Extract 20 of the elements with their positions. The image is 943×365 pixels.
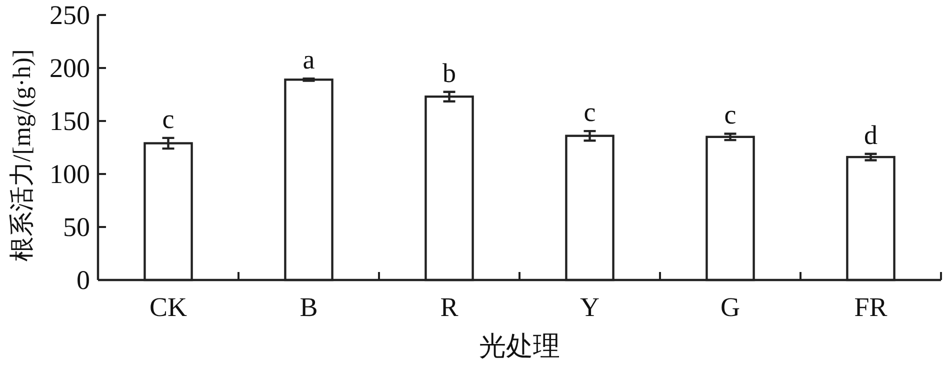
y-tick-label: 0 xyxy=(76,265,90,295)
annotation: a xyxy=(302,44,315,75)
x-tick-label: G xyxy=(720,292,740,322)
y-tick-label: 250 xyxy=(50,0,90,30)
y-tick-label: 150 xyxy=(50,106,90,136)
y-tick-label: 50 xyxy=(63,212,90,242)
annotation: b xyxy=(442,58,456,88)
x-axis-title: 光处理 xyxy=(479,331,560,361)
x-tick-label: R xyxy=(440,292,458,322)
annotation: d xyxy=(864,120,878,150)
x-tick-label: B xyxy=(300,292,318,322)
y-axis-title: 根系活力/[mg/(g·h)] xyxy=(9,49,36,262)
x-tick-label: Y xyxy=(580,292,600,322)
x-tick-label: FR xyxy=(854,292,888,322)
x-tick-label: CK xyxy=(149,292,188,322)
y-tick-label: 200 xyxy=(50,53,90,83)
annotation: c xyxy=(162,104,174,134)
annotation: c xyxy=(724,100,736,130)
annotation: c xyxy=(584,97,596,128)
y-tick-label: 100 xyxy=(50,159,90,189)
